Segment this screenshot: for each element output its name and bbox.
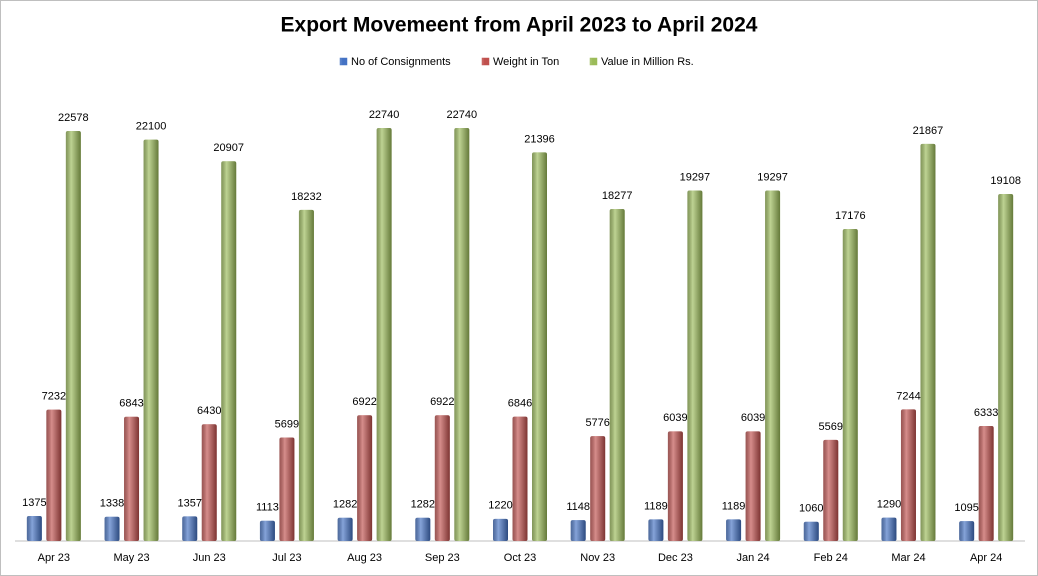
data-label: 6922 bbox=[430, 396, 454, 408]
bar bbox=[221, 161, 237, 541]
x-tick-label: Apr 24 bbox=[970, 552, 1002, 564]
bar bbox=[687, 190, 703, 541]
data-label: 1282 bbox=[411, 499, 435, 511]
data-label: 18232 bbox=[291, 191, 322, 203]
data-label: 21396 bbox=[524, 133, 555, 145]
x-tick-label: Nov 23 bbox=[580, 552, 615, 564]
data-label: 18277 bbox=[602, 190, 633, 202]
bar bbox=[434, 415, 450, 541]
data-label: 1338 bbox=[100, 498, 124, 510]
legend-swatch bbox=[339, 57, 348, 66]
data-label: 21867 bbox=[913, 125, 944, 137]
legend-label: Value in Million Rs. bbox=[601, 56, 694, 68]
bar bbox=[765, 190, 781, 541]
data-label: 1060 bbox=[799, 503, 823, 515]
x-tick-label: Jul 23 bbox=[272, 552, 301, 564]
bar bbox=[803, 521, 819, 541]
bar bbox=[357, 415, 373, 541]
data-label: 1189 bbox=[644, 500, 668, 512]
bar bbox=[279, 437, 295, 541]
bar bbox=[570, 520, 586, 541]
data-label: 22740 bbox=[369, 109, 400, 121]
bar bbox=[124, 416, 140, 541]
bar bbox=[998, 193, 1014, 542]
data-label: 1189 bbox=[722, 500, 746, 512]
x-tick-label: Mar 24 bbox=[891, 552, 925, 564]
data-label: 1375 bbox=[22, 497, 46, 509]
data-label: 7244 bbox=[896, 390, 920, 402]
data-label: 6039 bbox=[741, 412, 765, 424]
data-label: 19297 bbox=[757, 171, 788, 183]
data-label: 1282 bbox=[333, 499, 357, 511]
chart-title: Export Movemeent from April 2023 to Apri… bbox=[281, 14, 758, 37]
data-label: 20907 bbox=[213, 142, 244, 154]
bar bbox=[609, 209, 625, 541]
x-tick-label: Sep 23 bbox=[425, 552, 460, 564]
data-label: 6430 bbox=[197, 405, 221, 417]
bar bbox=[104, 516, 120, 541]
data-label: 6922 bbox=[352, 396, 376, 408]
bar bbox=[415, 517, 431, 541]
data-label: 6846 bbox=[508, 398, 532, 410]
bar bbox=[259, 520, 275, 541]
bar bbox=[201, 424, 217, 541]
data-label: 22740 bbox=[447, 109, 478, 121]
bar bbox=[182, 516, 198, 541]
x-tick-label: Feb 24 bbox=[814, 552, 848, 564]
bar bbox=[900, 409, 916, 541]
bar bbox=[978, 425, 994, 541]
data-label: 1220 bbox=[488, 500, 512, 512]
bar bbox=[959, 521, 975, 541]
data-label: 19108 bbox=[990, 175, 1021, 187]
bar bbox=[881, 517, 897, 541]
data-label: 17176 bbox=[835, 210, 866, 222]
bar bbox=[26, 516, 42, 541]
data-label: 6039 bbox=[663, 412, 687, 424]
data-label: 6333 bbox=[974, 407, 998, 419]
data-label: 1290 bbox=[877, 498, 901, 510]
x-tick-label: Dec 23 bbox=[658, 552, 693, 564]
bar bbox=[648, 519, 664, 541]
data-label: 1113 bbox=[256, 502, 279, 514]
data-label: 7232 bbox=[42, 391, 66, 403]
legend-label: Weight in Ton bbox=[493, 56, 559, 68]
data-label: 1148 bbox=[566, 501, 590, 513]
bar bbox=[512, 416, 528, 541]
bar bbox=[842, 229, 858, 541]
bar bbox=[454, 128, 470, 541]
bar bbox=[590, 436, 606, 541]
legend-swatch bbox=[589, 57, 598, 66]
legend-swatch bbox=[481, 57, 490, 66]
bar bbox=[726, 519, 742, 541]
bar bbox=[823, 439, 839, 541]
data-label: 5776 bbox=[585, 417, 609, 429]
data-label: 1095 bbox=[954, 502, 978, 514]
bar bbox=[532, 152, 547, 542]
data-label: 6843 bbox=[119, 398, 143, 410]
data-label: 5569 bbox=[819, 421, 843, 433]
bar bbox=[337, 517, 353, 541]
x-tick-label: Oct 23 bbox=[504, 552, 536, 564]
bar bbox=[745, 431, 761, 541]
bar bbox=[493, 518, 508, 541]
bar bbox=[298, 209, 314, 541]
bar bbox=[143, 139, 159, 541]
x-tick-label: Jun 23 bbox=[193, 552, 226, 564]
bar bbox=[376, 128, 392, 541]
data-label: 22100 bbox=[136, 121, 167, 133]
data-label: 5699 bbox=[275, 418, 299, 430]
legend-label: No of Consignments bbox=[351, 56, 451, 68]
bar bbox=[920, 143, 936, 541]
data-label: 22578 bbox=[58, 112, 89, 124]
bar bbox=[46, 409, 62, 541]
x-tick-label: Jan 24 bbox=[737, 552, 770, 564]
data-label: 19297 bbox=[680, 171, 711, 183]
data-label: 1357 bbox=[177, 497, 201, 509]
x-tick-label: Aug 23 bbox=[347, 552, 382, 564]
bar bbox=[667, 431, 683, 541]
x-tick-label: May 23 bbox=[113, 552, 149, 564]
bar bbox=[65, 130, 81, 542]
x-tick-label: Apr 23 bbox=[38, 552, 70, 564]
